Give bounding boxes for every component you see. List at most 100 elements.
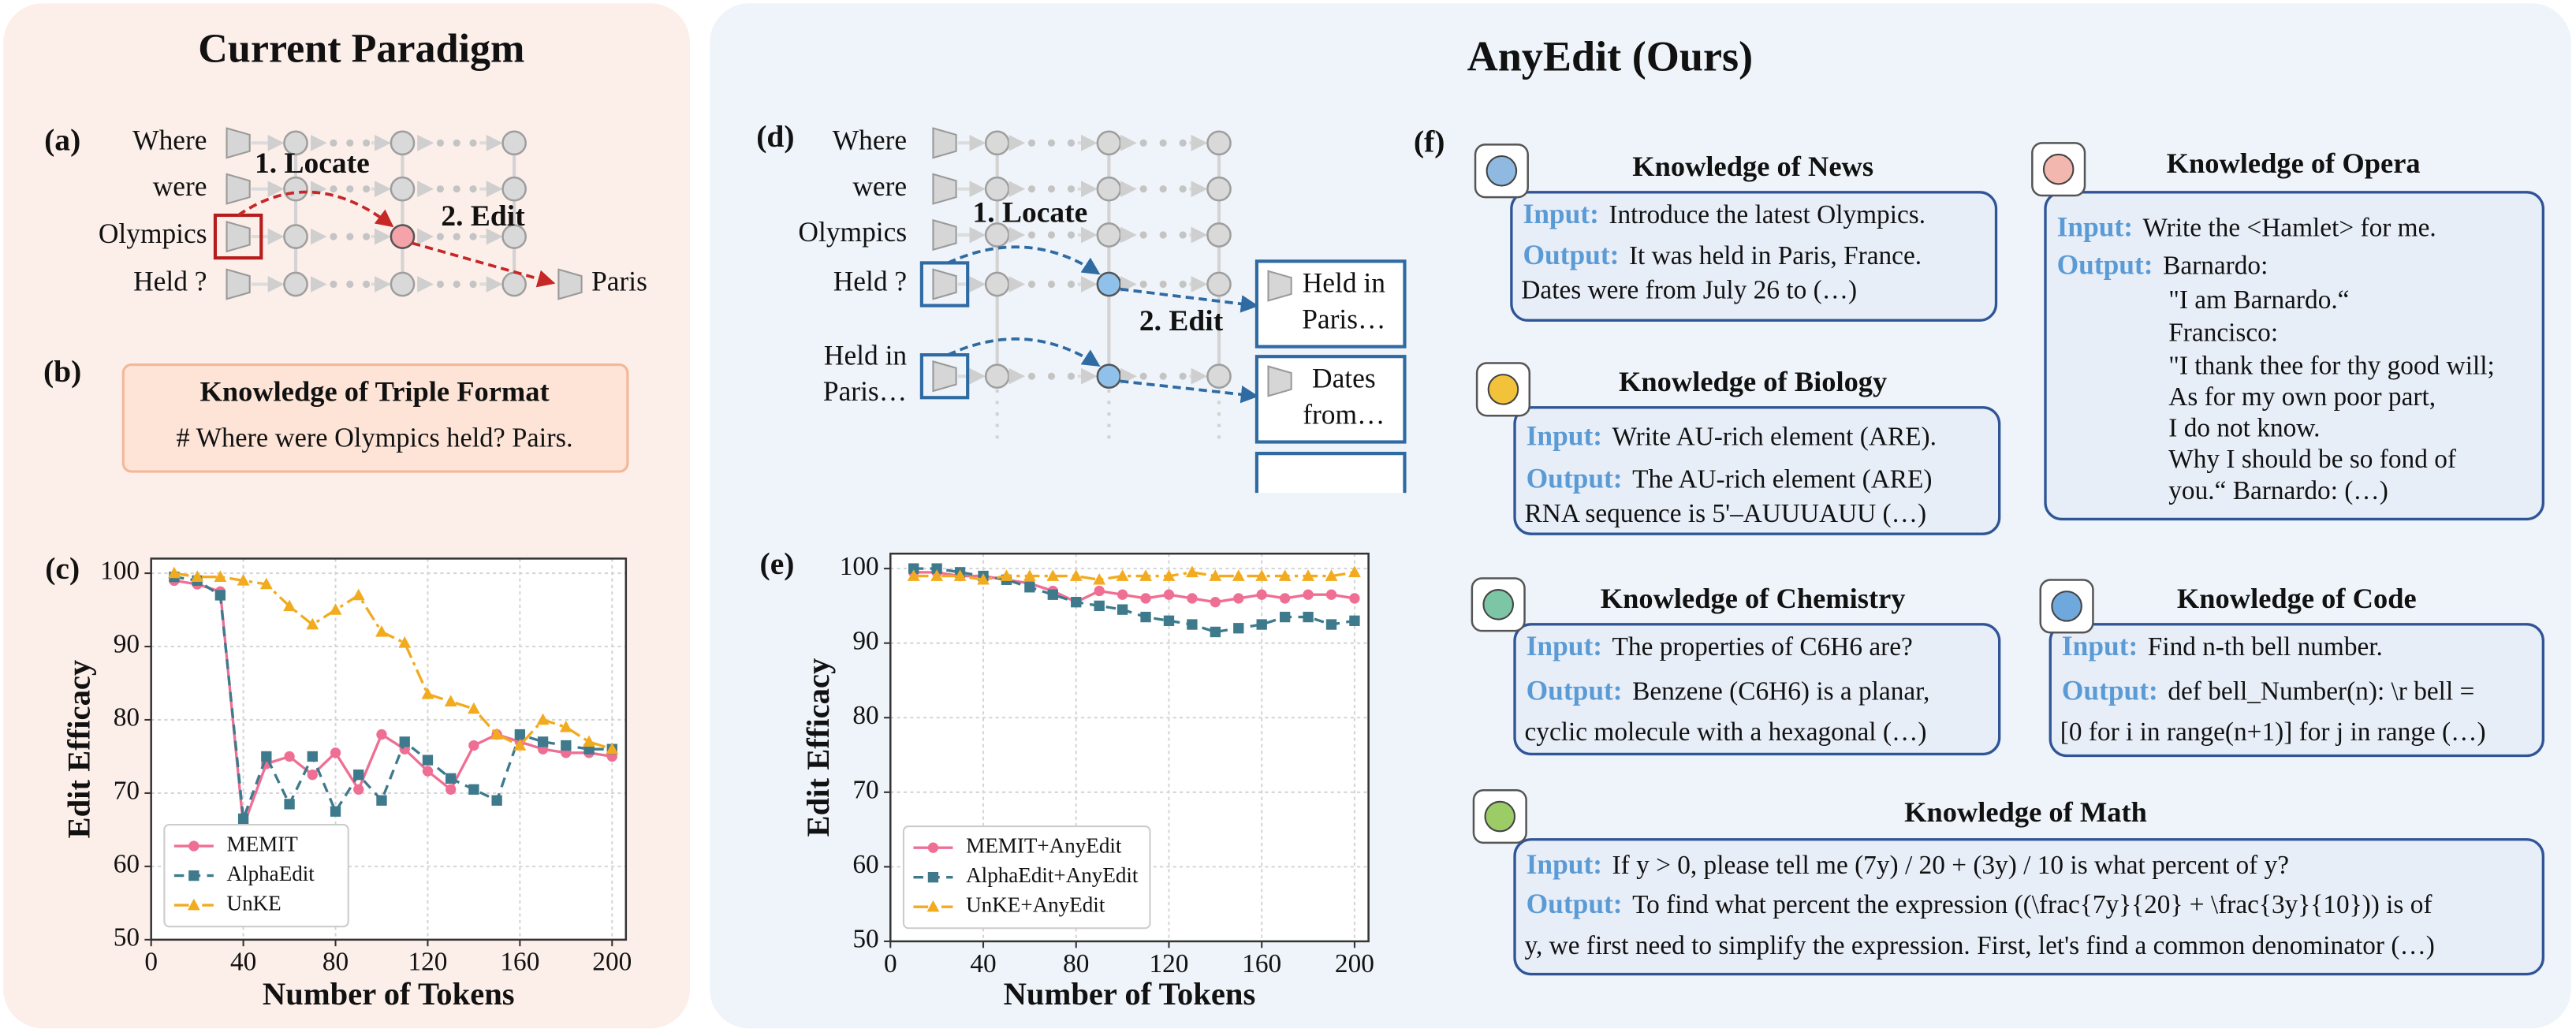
- field-text: def bell_Number(n): \r bell =: [2168, 676, 2474, 706]
- card-line: As for my own poor part,: [2168, 382, 2436, 412]
- hidden-state: [501, 176, 527, 202]
- token-embedding: [226, 127, 251, 159]
- data-point: [1163, 589, 1175, 600]
- ellipsis-dot: [453, 139, 460, 147]
- card-line: Output: The AU-rich element (ARE): [1527, 463, 1933, 494]
- locate-box: [919, 353, 970, 400]
- data-point: [1094, 600, 1105, 612]
- series-line: [173, 572, 613, 751]
- hidden-state: [390, 271, 416, 297]
- legend-marker: [187, 898, 200, 911]
- step-label: 1. Locate: [972, 197, 1087, 229]
- field-text: To find what percent the expression ((\f…: [1632, 890, 2432, 919]
- data-point: [1325, 589, 1337, 600]
- ellipsis-dot: [1159, 231, 1167, 239]
- data-point: [1000, 569, 1013, 581]
- field-text: Write the <Hamlet> for me.: [2143, 213, 2436, 242]
- token-embedding: [932, 127, 957, 159]
- panel-label: (a): [44, 122, 80, 157]
- ellipsis-dot: [1047, 231, 1056, 239]
- axes-frame: [889, 552, 1370, 943]
- card-line: Dates were from July 26 to (…): [1521, 276, 1857, 305]
- panel-label: (c): [45, 551, 80, 586]
- data-point: [237, 574, 250, 586]
- data-point: [1349, 615, 1360, 626]
- ellipsis-dot: [1139, 372, 1147, 380]
- data-point: [284, 799, 295, 810]
- step-label: 2. Edit: [441, 200, 525, 233]
- data-point: [1163, 615, 1175, 626]
- ellipsis-dot: [1047, 185, 1056, 193]
- x-tick-label: 40: [970, 949, 996, 978]
- data-point: [1348, 565, 1361, 578]
- edit-arrow: [412, 241, 556, 288]
- ellipsis-dot: [1179, 372, 1187, 380]
- data-point: [1302, 569, 1314, 581]
- output-token: from…: [1303, 398, 1385, 430]
- legend-label: UnKE+AnyEdit: [966, 893, 1105, 916]
- legend-box: [163, 823, 349, 928]
- output-box: [1254, 452, 1407, 494]
- data-point: [1255, 569, 1269, 581]
- data-point: [1210, 597, 1221, 608]
- ellipsis-dot: [363, 233, 371, 240]
- data-point: [490, 728, 504, 740]
- data-point: [1279, 593, 1291, 604]
- data-point: [399, 736, 410, 747]
- data-point: [1093, 572, 1106, 585]
- ellipsis-dot: [453, 280, 460, 289]
- data-point: [329, 603, 342, 615]
- ellipsis-dot: [1159, 139, 1167, 147]
- ellipsis-dot: [436, 139, 444, 147]
- data-point: [422, 755, 434, 766]
- ellipsis-dot: [363, 280, 371, 289]
- field-text: Benzene (C6H6) is a planar,: [1632, 676, 1929, 706]
- card-line: Output: To find what percent the expressi…: [1527, 888, 2433, 919]
- field-text: It was held in Paris, France.: [1629, 241, 1922, 270]
- y-tick-label: 90: [852, 626, 878, 655]
- card-title: Knowledge of Code: [2177, 583, 2417, 614]
- hidden-state: [1096, 222, 1122, 248]
- output-token: Held in: [1303, 267, 1386, 299]
- token: Olympics: [99, 218, 207, 249]
- ellipsis-dot: [363, 139, 371, 147]
- card-line: Output: It was held in Paris, France.: [1523, 239, 1922, 270]
- token-embedding: [226, 220, 251, 253]
- y-tick-label: 100: [100, 557, 140, 586]
- field-label: Output:: [1527, 674, 1623, 706]
- ellipsis-dot: [453, 233, 460, 240]
- card-line: y, we first need to simplify the express…: [1525, 931, 2435, 960]
- token: Where: [833, 124, 907, 155]
- legend-marker: [927, 872, 939, 883]
- data-point: [467, 702, 480, 714]
- y-tick-label: 80: [852, 701, 878, 730]
- ellipsis-dot: [1067, 231, 1076, 239]
- series-line: [173, 576, 613, 820]
- field-label: Output:: [1527, 463, 1623, 494]
- token-embedding: [932, 268, 957, 300]
- x-tick-label: 200: [592, 948, 632, 977]
- y-tick-label: 50: [114, 923, 140, 952]
- data-point: [307, 751, 318, 762]
- data-point: [514, 729, 526, 740]
- data-point: [468, 740, 479, 751]
- data-point: [376, 795, 387, 806]
- data-point: [1349, 593, 1360, 604]
- legend-marker: [188, 870, 199, 881]
- data-point: [1232, 569, 1245, 581]
- y-tick-label: 50: [852, 925, 878, 954]
- token-embedding: [932, 360, 957, 393]
- ellipsis-dot: [346, 233, 354, 240]
- y-tick-label: 60: [114, 850, 140, 879]
- hidden-state: [1096, 176, 1122, 202]
- data-point: [352, 588, 365, 601]
- legend-marker: [188, 840, 199, 852]
- data-point: [1233, 623, 1244, 634]
- ellipsis-dot: [1179, 231, 1187, 239]
- data-point: [330, 747, 341, 758]
- card: [1513, 406, 2001, 535]
- hidden-state: [390, 224, 416, 249]
- hidden-state: [984, 130, 1010, 156]
- field-label: Input:: [2057, 211, 2133, 243]
